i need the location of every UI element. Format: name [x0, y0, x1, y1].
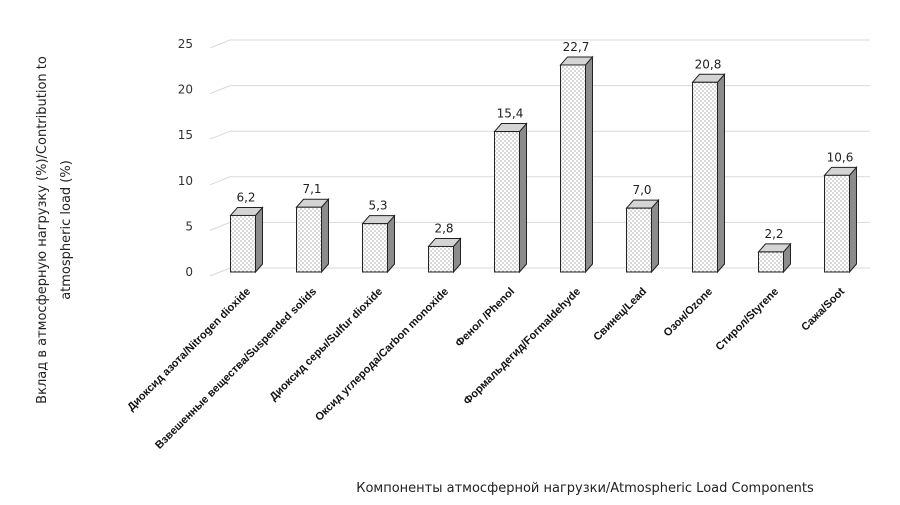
data-label: 6,2 — [236, 190, 255, 204]
bar — [229, 206, 264, 274]
x-category-label: Оксид углерода/Carbon monoxide — [313, 286, 451, 424]
bar — [493, 122, 528, 274]
y-tick-label: 25 — [178, 37, 193, 51]
gridline — [209, 176, 870, 186]
y-tick-label: 20 — [178, 83, 193, 97]
bar — [691, 72, 726, 274]
gridlines — [209, 39, 870, 277]
bar — [361, 214, 396, 274]
y-tick-label: 5 — [185, 219, 193, 233]
bars — [229, 55, 858, 274]
x-category-label: Свинец/Lead — [591, 286, 649, 344]
x-axis-title: Компоненты атмосферной нагрузки/Atmosphe… — [356, 481, 814, 496]
gridline — [209, 85, 870, 95]
bar — [625, 198, 660, 274]
data-label: 2,2 — [764, 227, 783, 241]
y-axis-title-line1: Вклад в атмосферную нагрузку (%)/Contrib… — [35, 56, 50, 404]
bar — [823, 165, 858, 274]
x-category-label: Диоксид серы/Sulfur dioxide — [267, 286, 385, 404]
x-category-label: Диоксид азота/Nitrogen dioxide — [125, 286, 253, 414]
data-label: 10,6 — [827, 150, 854, 164]
y-axis-title-line2: atmospheric load (%) — [59, 160, 74, 300]
gridline — [209, 39, 870, 49]
data-label: 5,3 — [368, 199, 387, 213]
bar — [757, 242, 792, 274]
data-label: 15,4 — [497, 107, 524, 121]
data-label: 7,1 — [302, 182, 321, 196]
data-label: 2,8 — [434, 221, 453, 235]
bar — [295, 197, 330, 274]
data-label: 22,7 — [563, 40, 590, 54]
x-category-label: Озон/Ozone — [662, 286, 716, 340]
x-category-label: Формальдегид/Formaldehyde — [461, 286, 583, 408]
bar — [559, 55, 594, 274]
y-tick-label: 10 — [178, 174, 193, 188]
gridline — [209, 130, 870, 140]
data-label: 20,8 — [695, 57, 722, 71]
x-category-label: Стирол/Styrene — [713, 286, 781, 354]
data-labels: 6,2 7,1 5,3 2,8 15,4 22,7 7,0 20,8 2,2 10,6 — [236, 40, 853, 241]
bar — [427, 237, 462, 274]
y-axis-ticks: 0 5 10 15 20 25 — [178, 37, 193, 279]
y-axis-title: Вклад в атмосферную нагрузку (%)/Contrib… — [35, 56, 74, 404]
data-label: 7,0 — [632, 183, 651, 197]
x-category-label: Фенол /Phenol — [453, 286, 517, 350]
y-tick-label: 15 — [178, 128, 193, 142]
x-axis-categories: Диоксид азота/Nitrogen dioxideВзвешенные… — [125, 285, 847, 451]
y-tick-label: 0 — [185, 265, 193, 279]
x-category-label: Сажа/Soot — [799, 285, 847, 333]
